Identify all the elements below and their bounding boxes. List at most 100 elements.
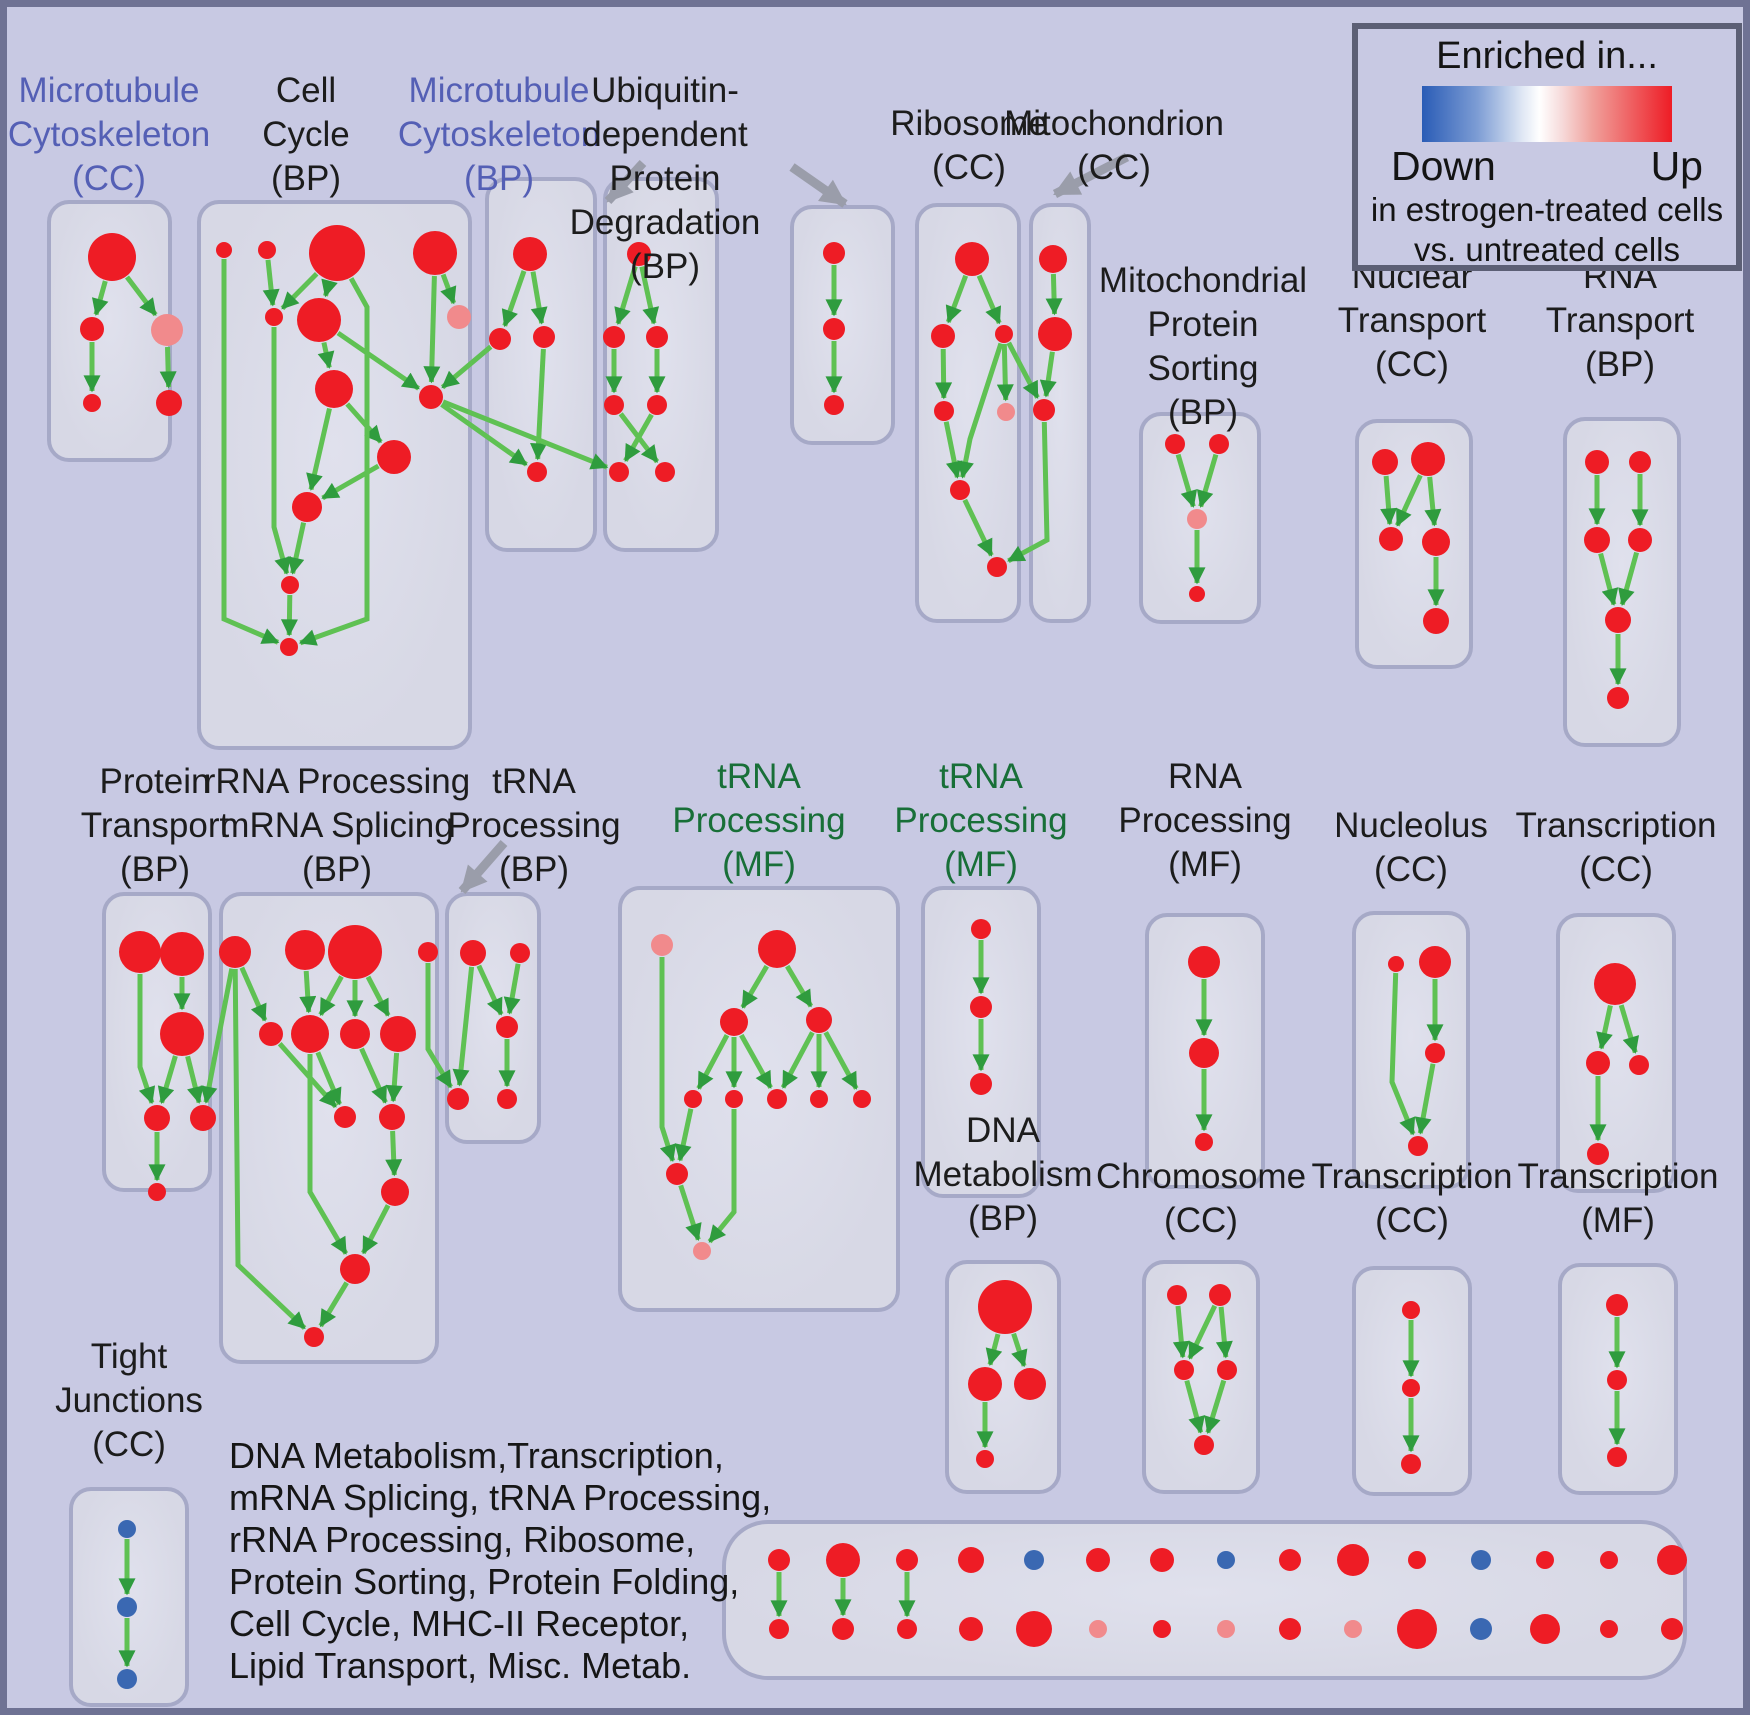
edge-cell_cycle-11 <box>280 594 298 637</box>
bottom-pair-8-top <box>1279 1549 1301 1571</box>
node-cell_cycle-n1 <box>216 242 232 258</box>
node-transcription_cc_bot-c <box>1401 1454 1421 1474</box>
node-rrna-F <box>291 1015 329 1053</box>
cluster-label-rna_proc_mf: RNA Processing (MF) <box>1118 755 1291 887</box>
cluster-label-line: Mitochondrion <box>1004 104 1224 143</box>
node-rrna-H <box>380 1016 416 1052</box>
node-mt_cc-b <box>80 317 104 341</box>
cluster-label-line: (CC) <box>1374 850 1448 889</box>
edge-ribosome-1 <box>976 274 1002 325</box>
bottom-pair-13-top <box>1600 1551 1618 1569</box>
node-upd2-a <box>823 242 845 264</box>
edge-mt_cc-0 <box>91 280 109 316</box>
cluster-label-line: (BP) <box>463 159 534 198</box>
node-trna_bp-MD <box>496 1016 518 1038</box>
edge-protein_transport-1 <box>157 1055 178 1105</box>
node-cell_cycle-n3 <box>309 225 365 281</box>
cluster-label-line: (MF) <box>1581 1201 1655 1240</box>
cluster-box-transcription_cc_mid <box>1556 913 1676 1193</box>
edge-trna_bp-3 <box>452 966 475 1087</box>
edge-cell_cycle-10 <box>287 522 307 575</box>
cluster-label-line: Metabolism <box>913 1155 1093 1194</box>
edge-cell_cycle-6 <box>336 330 421 391</box>
bottom-pair-12-top <box>1536 1551 1554 1569</box>
edge-dna_metab-0 <box>985 1333 1003 1366</box>
cluster-label-line: (BP) <box>119 850 190 889</box>
node-transcription_cc_mid-T <box>1594 963 1636 1005</box>
edge-nuclear_transport-0 <box>1380 475 1398 526</box>
edge-mito-1 <box>1039 351 1057 398</box>
bottom-pair-0-top <box>768 1549 790 1571</box>
node-nuclear_transport-B <box>1423 608 1449 634</box>
cluster-label-line: rRNA Processing <box>203 762 471 801</box>
cluster-label-chromosome: Chromosome (CC) <box>1096 1155 1306 1243</box>
node-tight_junctions-c <box>117 1669 137 1689</box>
node-trna_mf_small-c <box>970 1073 992 1095</box>
label-pointer-arrow-2 <box>1052 152 1130 199</box>
node-transcription_mf-a <box>1606 1294 1628 1316</box>
cluster-label-line: Processing <box>1118 801 1292 840</box>
legend-box: Enriched in... Down Up in estrogen-treat… <box>1352 23 1742 271</box>
node-trna_mf_small-a <box>971 919 991 939</box>
cluster-label-tight_junctions: Tight Junctions (CC) <box>55 1335 203 1467</box>
node-trna_mf_big-MR <box>806 1007 832 1033</box>
edge-cell_cycle-8 <box>306 407 332 491</box>
node-rna_proc_mf-c <box>1195 1133 1213 1151</box>
node-transcription_mf-b <box>1607 1370 1627 1390</box>
node-rrna-N <box>304 1327 324 1347</box>
bottom-pair-3-bottom <box>959 1617 983 1641</box>
edge-ribosome-0 <box>945 274 969 324</box>
edge-chromosome-3 <box>1184 1379 1205 1434</box>
cluster-label-rrna: rRNA Processing mRNA Splicing (BP) <box>204 760 470 892</box>
node-nucleolus-TL <box>1388 956 1404 972</box>
edge-cell_cycle-0 <box>262 259 280 307</box>
cluster-label-ribosome: Ribosome (CC) <box>890 102 1048 190</box>
node-nuclear_transport-MR <box>1422 528 1450 556</box>
node-upd1-D <box>647 395 667 415</box>
cross-edge-2 <box>440 344 493 390</box>
bottom-pair-14-bottom <box>1661 1618 1683 1640</box>
cluster-label-line: Chromosome <box>1095 1157 1307 1196</box>
edge-nucleolus-1 <box>1414 1063 1436 1135</box>
cluster-label-line: Cytoskeleton <box>397 115 601 154</box>
edge-cell_cycle-4 <box>423 275 441 384</box>
cluster-label-line: tRNA <box>939 757 1023 796</box>
edge-mps-1 <box>1196 453 1219 508</box>
edge-rrna-2 <box>318 975 344 1016</box>
edge-mt_cc-3 <box>159 346 177 389</box>
edge-rrna-13 <box>307 1054 349 1255</box>
cluster-label-line: Transport <box>1545 301 1695 340</box>
node-rrna-B <box>285 930 325 970</box>
cluster-label-line: tRNA <box>717 757 801 796</box>
node-mito-T <box>1039 245 1067 273</box>
misc-text-line: rRNA Processing, Ribosome, <box>229 1519 696 1560</box>
edge-trna_mf_big-2 <box>696 1034 730 1090</box>
bottom-pair-6-top <box>1150 1548 1174 1572</box>
cluster-label-line: Protein <box>609 159 721 198</box>
cluster-label-line: Transcription <box>1515 806 1717 845</box>
node-cell_cycle-n12 <box>281 576 299 594</box>
bottom-pair-2-bottom <box>897 1619 917 1639</box>
cluster-label-mt_bp: Microtubule Cytoskeleton (BP) <box>398 69 600 201</box>
bottom-pair-10-top <box>1408 1551 1426 1569</box>
node-rna_transport-TR <box>1629 451 1651 473</box>
cross-edge-6 <box>425 963 453 1089</box>
node-cell_cycle-n6 <box>297 298 341 342</box>
node-mt_bp-C <box>527 462 547 482</box>
edge-rrna-8 <box>385 1052 403 1103</box>
cluster-label-dna_metab: DNA Metabolism (BP) <box>914 1109 1093 1241</box>
misc-text-line: Cell Cycle, MHC-II Receptor, <box>229 1603 690 1644</box>
node-rna_transport-TL <box>1585 450 1609 474</box>
legend-subtitle-2: vs. untreated cells <box>1414 231 1680 268</box>
node-protein_transport-B <box>160 932 204 976</box>
cluster-box-upd1 <box>603 177 719 552</box>
node-mt_cc-a <box>88 233 136 281</box>
cluster-label-trna_mf_small: tRNA Processing (MF) <box>894 755 1067 887</box>
legend-subtitle-1: in estrogen-treated cells <box>1370 191 1724 228</box>
cluster-label-line: RNA <box>1168 757 1242 796</box>
node-transcription_cc_mid-MR <box>1629 1055 1649 1075</box>
edge-trna_mf_big-10 <box>659 957 677 1163</box>
node-nucleolus-B <box>1408 1136 1428 1156</box>
edge-mt_bp-0 <box>501 270 527 328</box>
bottom-pair-4-top <box>1024 1550 1044 1570</box>
